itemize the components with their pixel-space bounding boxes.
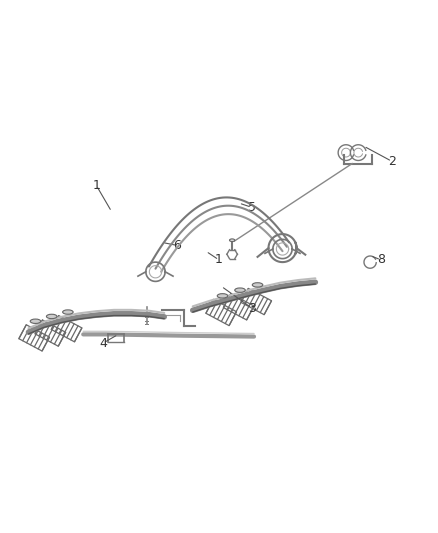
Ellipse shape [217, 294, 228, 298]
Ellipse shape [63, 310, 73, 314]
Ellipse shape [230, 239, 235, 241]
Text: 3: 3 [248, 302, 256, 314]
Text: 6: 6 [173, 239, 181, 252]
Text: 1: 1 [215, 253, 223, 266]
Text: 4: 4 [99, 337, 107, 350]
Ellipse shape [235, 288, 245, 292]
Text: 5: 5 [248, 201, 256, 214]
Ellipse shape [30, 319, 41, 324]
Text: 8: 8 [377, 253, 385, 266]
Ellipse shape [252, 282, 263, 287]
Ellipse shape [46, 314, 57, 319]
Text: 2: 2 [388, 155, 396, 168]
Text: 1: 1 [92, 179, 100, 192]
